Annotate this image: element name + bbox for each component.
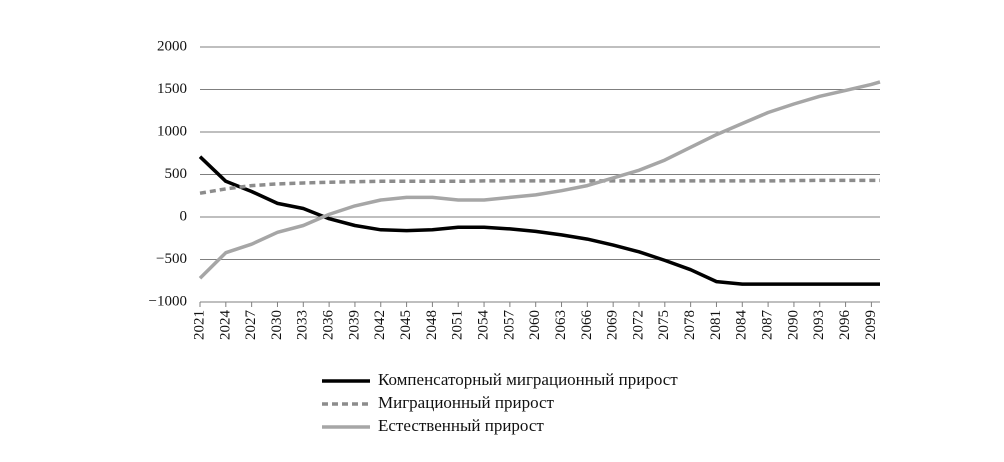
x-tick-label: 2093 <box>811 310 827 340</box>
x-tick-label: 2096 <box>837 310 853 341</box>
series-line <box>199 178 880 195</box>
x-tick-label: 2063 <box>553 310 569 340</box>
x-tick-label: 2075 <box>656 310 672 340</box>
x-tick-label: 2087 <box>760 310 776 341</box>
x-tick-label: 2078 <box>682 310 698 340</box>
x-tick-label: 2072 <box>630 310 646 340</box>
x-tick-label: 2021 <box>191 310 207 340</box>
x-tick-label: 2042 <box>372 310 388 340</box>
y-tick-label: −1000 <box>149 293 187 309</box>
x-tick-label: 2081 <box>708 310 724 340</box>
x-tick-label: 2099 <box>863 310 879 340</box>
x-tick-label: 2033 <box>295 310 311 340</box>
x-tick-label: 2024 <box>217 310 233 341</box>
y-tick-label: 1500 <box>157 81 187 97</box>
x-tick-label: 2090 <box>785 310 801 340</box>
x-tick-label: 2069 <box>605 310 621 340</box>
y-tick-label: 1000 <box>157 123 187 139</box>
x-tick-label: 2057 <box>501 310 517 341</box>
x-tick-label: 2045 <box>398 310 414 340</box>
x-tick-label: 2027 <box>243 310 259 341</box>
y-tick-label: 2000 <box>157 38 187 54</box>
legend-label: Компенсаторный миграционный прирост <box>378 370 678 389</box>
series-line <box>198 155 880 286</box>
series-line <box>198 80 881 280</box>
x-tick-label: 2030 <box>269 310 285 340</box>
x-tick-label: 2060 <box>527 310 543 340</box>
y-tick-label: 500 <box>165 166 188 182</box>
y-tick-label: −500 <box>156 251 187 267</box>
x-tick-label: 2036 <box>321 310 337 341</box>
legend-label: Миграционный прирост <box>378 393 555 412</box>
x-tick-label: 2066 <box>579 310 595 341</box>
x-tick-label: 2039 <box>346 310 362 340</box>
x-tick-label: 2084 <box>734 310 750 341</box>
y-tick-label: 0 <box>180 208 188 224</box>
legend-label: Естественный прирост <box>378 416 544 435</box>
x-tick-label: 2054 <box>475 310 491 341</box>
x-tick-label: 2048 <box>424 310 440 340</box>
x-tick-label: 2051 <box>450 310 466 340</box>
